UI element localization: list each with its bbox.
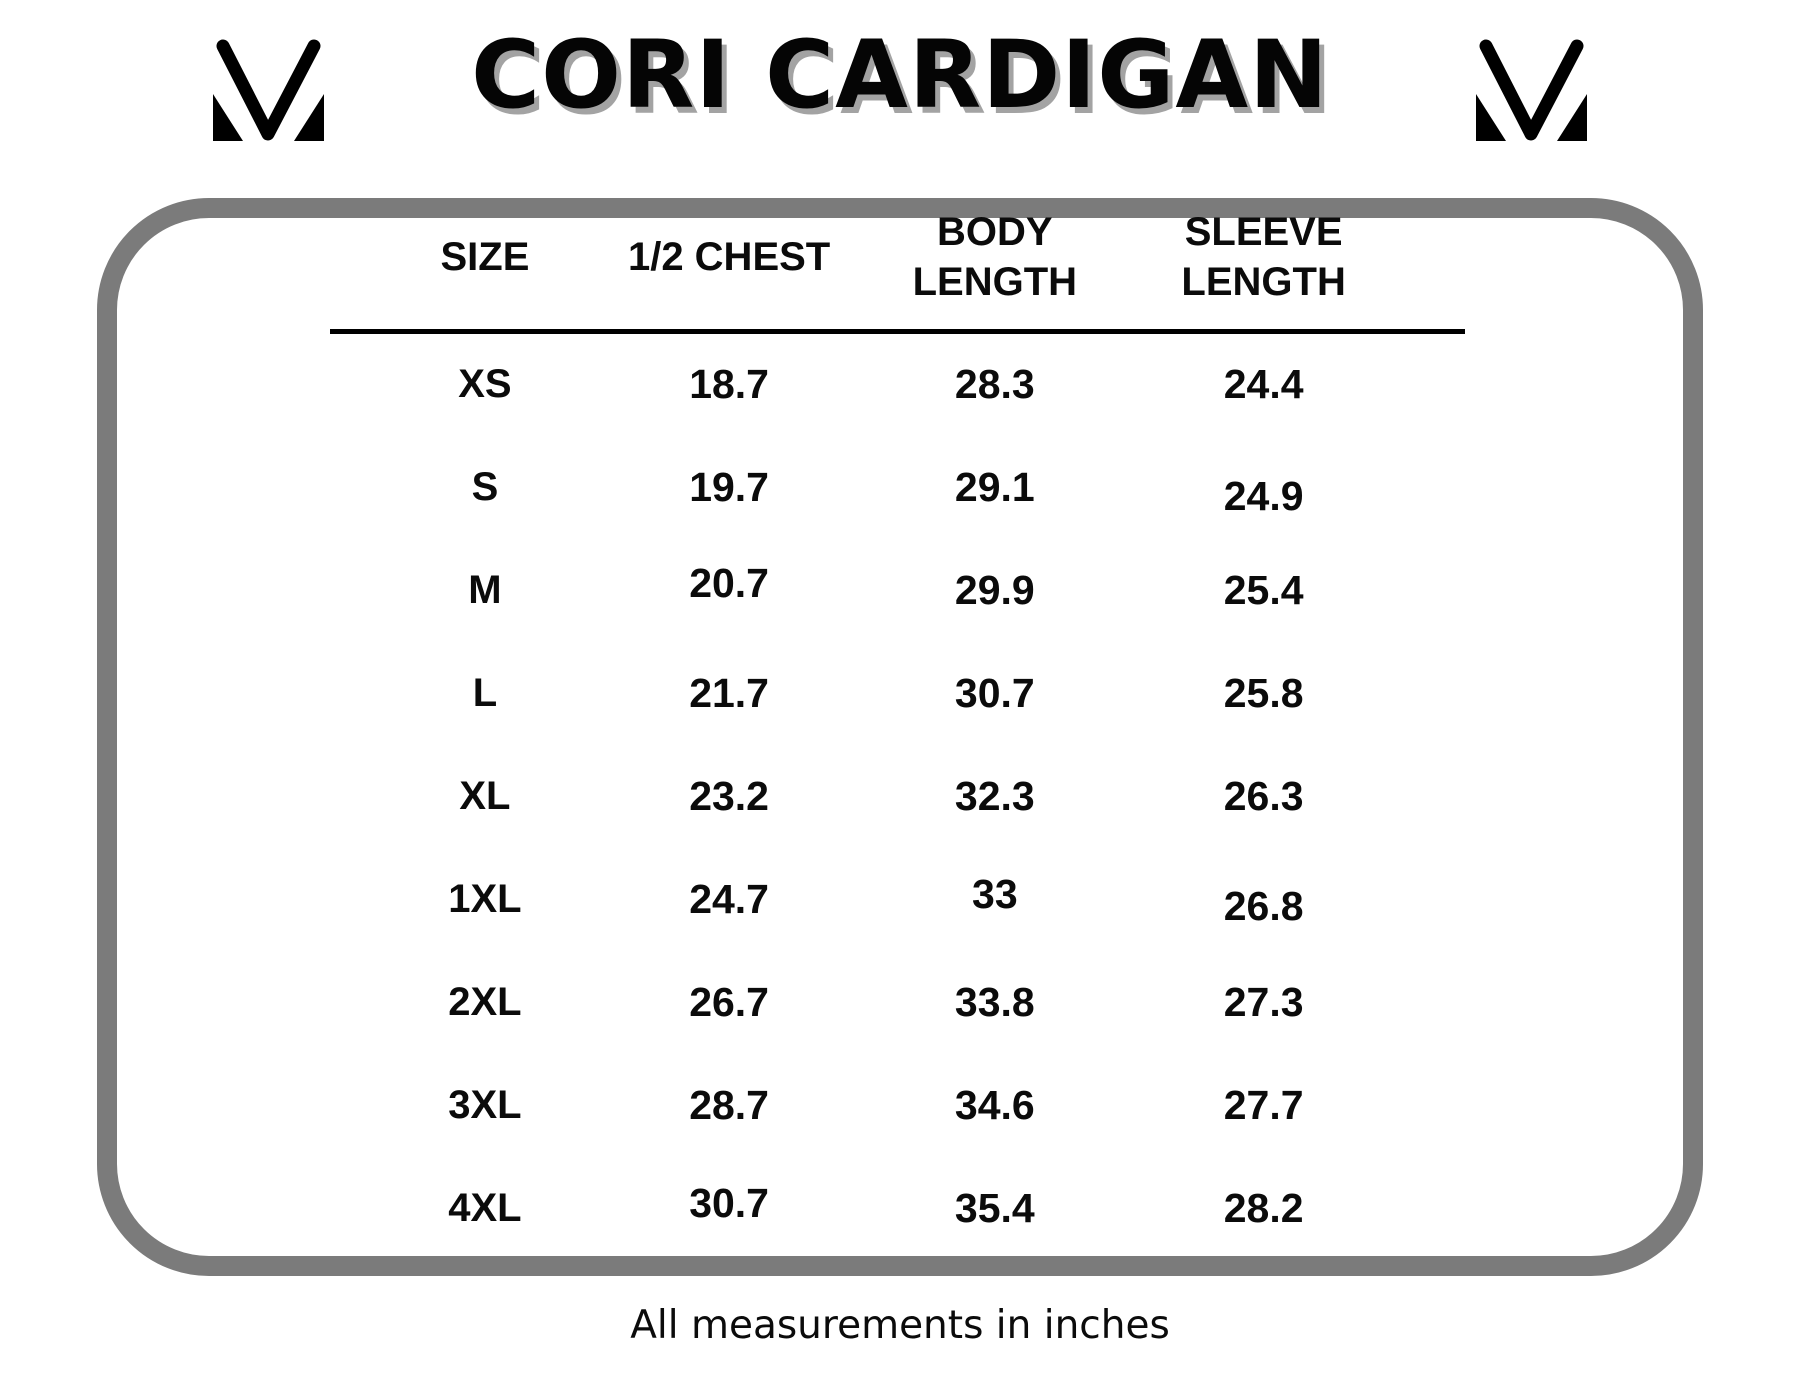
column-header-label: SLEEVE LENGTH	[1181, 210, 1346, 304]
measurement-value: 20.7	[689, 560, 769, 606]
size-row-1xl: 1XL 24.7 33 26.8	[330, 848, 1356, 951]
column-header-half-chest: 1/2 CHEST	[628, 232, 830, 282]
measurement-value: 19.7	[689, 464, 769, 510]
brand-logo-right	[1476, 37, 1587, 141]
measurement-value: 26.3	[1223, 773, 1304, 819]
measurement-value: 27.7	[1223, 1082, 1304, 1128]
size-row-s: S 19.7 29.1 24.9	[330, 436, 1356, 539]
table-body: XS 18.7 28.3 24.4 S 19.7 29.1 24.9 M 20.7 29.9 25.4…	[330, 333, 1356, 1260]
measurement-value: 18.7	[689, 361, 769, 407]
column-header-size: SIZE	[330, 232, 640, 282]
measurement-value: 25.4	[1223, 567, 1304, 613]
measurement-value: 28.3	[954, 361, 1035, 407]
measurement-value: 28.2	[1223, 1185, 1304, 1231]
measurement-value: 25.8	[1223, 670, 1304, 716]
size-row-m: M 20.7 29.9 25.4	[330, 539, 1356, 642]
units-note: All measurements in inches	[630, 1303, 1170, 1348]
measurement-value: 27.3	[1223, 979, 1304, 1025]
measurement-value: 24.4	[1223, 361, 1304, 407]
column-header-sleeve-length: SLEEVE LENGTH	[1171, 207, 1356, 307]
size-row-2xl: 2XL 26.7 33.8 27.3	[330, 951, 1356, 1054]
size-label: 3XL	[448, 1083, 522, 1127]
measurement-value: 21.7	[689, 670, 769, 716]
size-label: M	[468, 568, 502, 612]
size-row-xl: XL 23.2 32.3 26.3	[330, 745, 1356, 848]
mv-monogram-icon	[1476, 39, 1587, 141]
column-header-body-length: BODY LENGTH	[818, 207, 1171, 307]
size-label: 4XL	[448, 1186, 522, 1230]
measurement-value: 35.4	[954, 1185, 1035, 1231]
page-title: CORI CARDIGAN	[471, 21, 1329, 130]
measurement-value: 29.1	[954, 464, 1035, 510]
measurement-value: 23.2	[689, 773, 769, 819]
measurement-value: 33	[972, 871, 1018, 917]
measurement-value: 28.7	[689, 1082, 769, 1128]
size-row-xs: XS 18.7 28.3 24.4	[330, 333, 1356, 436]
measurement-value: 26.7	[689, 979, 769, 1025]
measurement-value: 30.7	[954, 670, 1035, 716]
measurement-value: 26.8	[1223, 883, 1304, 929]
size-label: 1XL	[448, 877, 522, 921]
brand-logo-left	[213, 37, 324, 141]
size-label: S	[471, 465, 499, 509]
size-chart-frame	[97, 198, 1703, 1276]
column-header-label: BODY LENGTH	[912, 210, 1078, 304]
header-divider	[330, 329, 1465, 334]
measurement-value: 29.9	[954, 567, 1035, 613]
size-label: L	[472, 671, 498, 715]
size-row-3xl: 3XL 28.7 34.6 27.7	[330, 1054, 1356, 1157]
measurement-value: 34.6	[954, 1082, 1035, 1128]
size-row-4xl: 4XL 30.7 35.4 28.2	[330, 1157, 1356, 1260]
table-header-row: SIZE 1/2 CHEST BODY LENGTH SLEEVE LENGTH	[330, 200, 1356, 314]
measurement-value: 32.3	[954, 773, 1035, 819]
size-label: 2XL	[448, 980, 522, 1024]
size-label: XL	[459, 774, 511, 818]
mv-monogram-icon	[213, 39, 324, 141]
column-header-label: SIZE	[440, 235, 530, 279]
measurement-value: 24.7	[689, 876, 769, 922]
size-row-l: L 21.7 30.7 25.8	[330, 642, 1356, 745]
measurement-value: 24.9	[1223, 473, 1304, 519]
column-header-label: 1/2 CHEST	[627, 235, 831, 279]
measurement-value: 33.8	[954, 979, 1035, 1025]
size-label: XS	[458, 362, 512, 406]
measurement-value: 30.7	[689, 1180, 769, 1226]
